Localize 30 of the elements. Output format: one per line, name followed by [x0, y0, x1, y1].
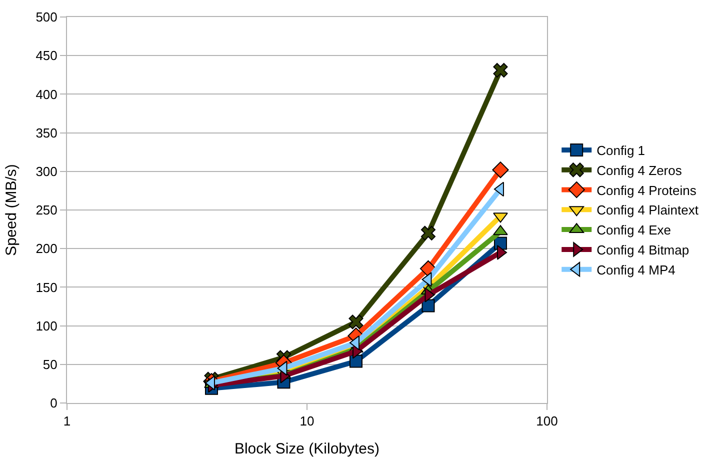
point — [420, 226, 436, 240]
y-tick-label: 400 — [36, 86, 58, 102]
point — [493, 62, 508, 78]
y-tick-label: 50 — [42, 356, 58, 372]
point — [349, 354, 362, 368]
y-tick-label: 450 — [36, 48, 58, 64]
y-axis-title: Speed (MB/s) — [2, 164, 20, 256]
x-tick-label: 10 — [300, 414, 314, 429]
y-tick-label: 350 — [36, 125, 58, 140]
x-axis-title: Block Size (Kilobytes) — [234, 440, 380, 458]
x-tick-label: 1 — [63, 414, 71, 429]
legend-label: Config 4 Plaintext — [596, 202, 699, 218]
y-tick-label: 100 — [36, 318, 58, 334]
point — [496, 245, 507, 260]
y-tick-label: 200 — [36, 241, 58, 256]
legend-label: Config 4 Zeros — [596, 162, 682, 178]
y-tick-label: 0 — [50, 396, 58, 411]
y-tick-label: 500 — [36, 10, 58, 25]
legend-label: Config 4 Exe — [596, 222, 672, 238]
legend-label: Config 4 Proteins — [596, 182, 697, 198]
y-tick-label: 250 — [36, 202, 58, 218]
y-tick-label: 150 — [36, 280, 58, 295]
point — [348, 314, 364, 330]
legend-label: Config 1 — [596, 143, 646, 158]
legend-label: Config 4 Bitmap — [596, 242, 690, 258]
x-tick-label: 100 — [536, 414, 558, 429]
y-tick-label: 300 — [36, 164, 58, 179]
legend-label: Config 4 MP4 — [596, 262, 676, 278]
point — [493, 225, 508, 236]
point — [492, 162, 509, 178]
